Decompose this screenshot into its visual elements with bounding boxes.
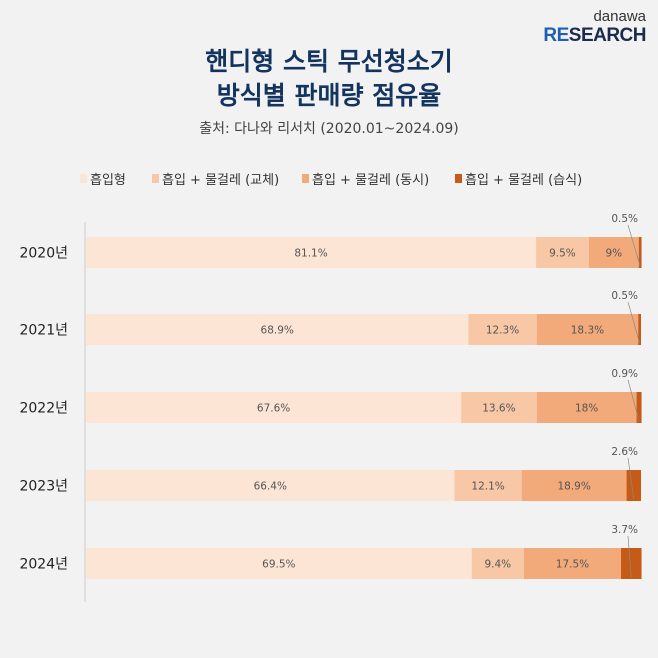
data-label: 81.1% (294, 248, 327, 260)
bar-segment (521, 470, 627, 501)
data-label: 12.3% (486, 325, 519, 337)
data-label: 9.5% (549, 248, 576, 260)
bar-segment (621, 548, 642, 579)
bar-segment (86, 314, 469, 345)
title-line-2: 방식별 판매량 점유율 (216, 81, 442, 110)
data-label: 18.9% (557, 481, 590, 493)
data-label: 17.5% (556, 559, 589, 571)
category-label-1: 2021년 (19, 323, 68, 339)
legend-swatch-2 (302, 174, 309, 183)
legend-label-0: 흡입형 (90, 173, 126, 188)
data-label: 18.3% (571, 325, 604, 337)
bar-segment (86, 548, 472, 579)
data-label-leader (627, 379, 640, 422)
bar-segment (536, 314, 639, 345)
category-label-0: 2020년 (19, 246, 68, 262)
bar-segment (468, 314, 537, 345)
data-label-leader (627, 301, 640, 344)
data-label: 69.5% (262, 559, 295, 571)
category-label-3: 2023년 (19, 479, 68, 495)
data-label: 0.9% (611, 368, 638, 380)
bar-segment (536, 392, 637, 423)
data-label-leader (627, 224, 641, 267)
bar-segment (86, 237, 537, 268)
data-label: 66.4% (254, 481, 287, 493)
bar-segment (471, 548, 524, 579)
legend-swatch-0 (80, 174, 87, 183)
bar-segment (636, 392, 642, 423)
bar-segment (536, 237, 589, 268)
data-label: 0.5% (611, 213, 638, 225)
legend-swatch-3 (455, 174, 462, 183)
legend-swatch-1 (152, 174, 159, 183)
bar-segment (626, 470, 641, 501)
logo-line1: danawa (593, 8, 646, 25)
data-label-leader (627, 457, 635, 500)
bar-segment (523, 548, 622, 579)
bar-segment (454, 470, 522, 501)
title-line-1: 핸디형 스틱 무선청소기 (205, 47, 453, 76)
legend-label-2: 흡입 + 물걸레 (동시) (312, 173, 429, 188)
legend-label-1: 흡입 + 물걸레 (교체) (162, 173, 279, 188)
danawa-research-logo: danawa RESEARCH (543, 8, 646, 47)
data-label: 0.5% (611, 290, 638, 302)
bar-segment (588, 237, 639, 268)
legend-label-3: 흡입 + 물걸레 (습식) (465, 173, 582, 188)
logo-search: SEARCH (568, 25, 647, 46)
bar-segment (86, 392, 462, 423)
data-label: 9% (605, 248, 622, 260)
data-label: 67.6% (257, 403, 290, 415)
data-label: 9.4% (484, 559, 511, 571)
chart-title: 핸디형 스틱 무선청소기 방식별 판매량 점유율 (0, 45, 658, 113)
category-label-2: 2022년 (19, 401, 68, 417)
data-label: 68.9% (261, 325, 294, 337)
logo-re: RE (543, 25, 569, 46)
data-label: 12.1% (471, 481, 504, 493)
data-label: 2.6% (611, 446, 638, 458)
data-label-leader (627, 535, 632, 578)
data-label: 18% (575, 403, 598, 415)
bar-segment (638, 314, 641, 345)
bar-segment (461, 392, 537, 423)
data-label: 3.7% (611, 524, 638, 536)
bar-segment (86, 470, 455, 501)
data-label: 13.6% (482, 403, 515, 415)
chart-source: 출처: 다나와 리서치 (2020.01~2024.09) (199, 121, 459, 137)
bar-segment (638, 237, 642, 268)
category-label-4: 2024년 (19, 557, 68, 573)
